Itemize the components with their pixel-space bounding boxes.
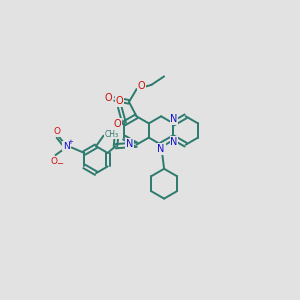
Text: O: O xyxy=(105,93,112,103)
Text: N: N xyxy=(170,137,178,147)
Text: O: O xyxy=(54,127,61,136)
Text: N: N xyxy=(158,144,165,154)
Text: O: O xyxy=(114,119,122,129)
Text: O: O xyxy=(138,81,146,91)
Text: +: + xyxy=(67,139,73,145)
Text: N: N xyxy=(126,139,134,148)
Text: O: O xyxy=(115,96,123,106)
Text: N: N xyxy=(170,114,178,124)
Text: O: O xyxy=(50,157,58,166)
Text: N: N xyxy=(63,142,69,151)
Text: −: − xyxy=(56,160,63,169)
Text: CH₃: CH₃ xyxy=(105,130,119,139)
